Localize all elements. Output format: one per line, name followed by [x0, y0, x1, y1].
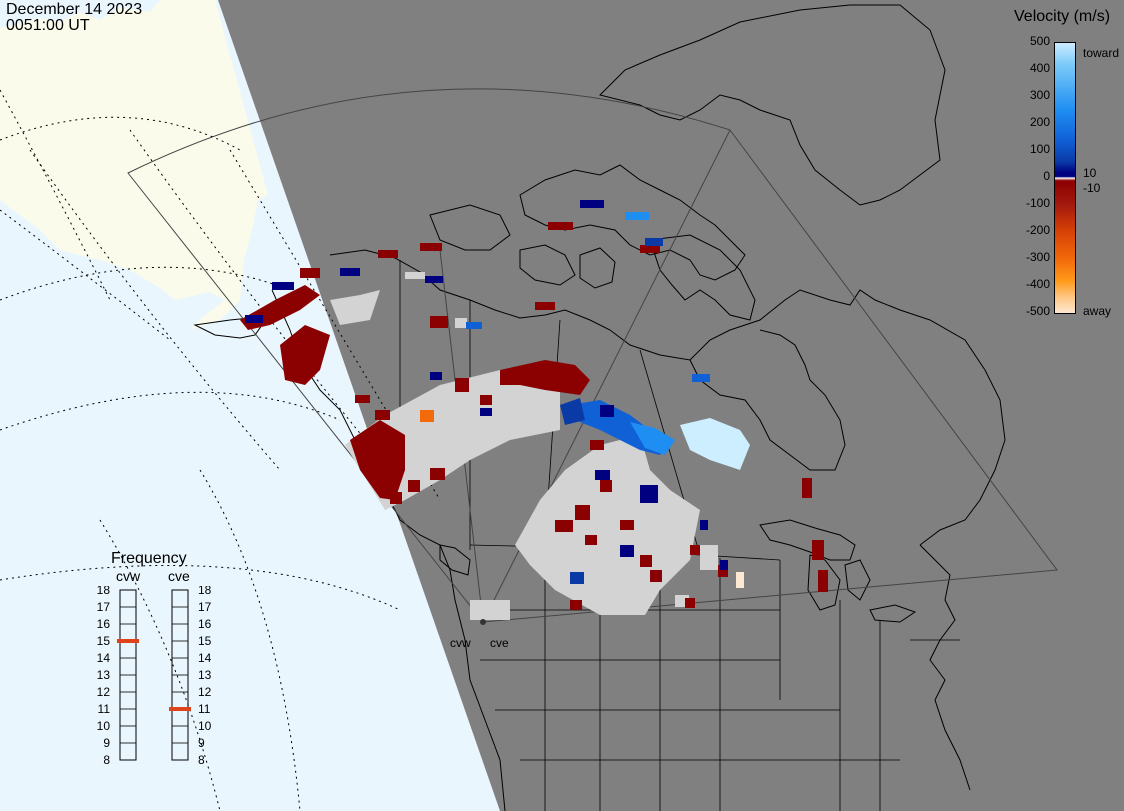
site-label-cve: cve	[490, 636, 509, 650]
vel-label-toward: toward	[1083, 46, 1120, 60]
freq-tick-label: 16	[97, 617, 111, 631]
freq-tick-label: 13	[198, 668, 212, 682]
freq-tick-label: 8	[198, 753, 205, 767]
freq-tick-label: 17	[198, 600, 212, 614]
freq-tick-label: 9	[198, 736, 205, 750]
vel-label-away: away	[1083, 304, 1112, 318]
coastlines	[193, 4, 1006, 811]
vel-tick-100: 100	[1029, 142, 1050, 156]
freq-tick-label: 13	[97, 668, 111, 682]
radar-site-markers	[480, 619, 486, 625]
vel-tick-500: 500	[1029, 34, 1050, 48]
dayside-land-west	[0, 30, 150, 150]
vel-tick-300: 300	[1029, 88, 1050, 102]
vel-tick-0: 0	[1043, 169, 1050, 183]
freq-tick-label: 18	[97, 586, 111, 597]
velocity-away-cells	[240, 222, 828, 610]
frequency-scale: 18 17 16 15 14 13 12 11 10 9 8 18 17 16 15 14 13 12 11 10 9 8	[97, 586, 212, 767]
freq-radar-label-cvw: cvw	[116, 568, 141, 584]
velocity-legend: Velocity (m/s)	[1010, 4, 1124, 324]
velocity-toward-cells	[245, 200, 744, 588]
freq-marker-cve	[169, 707, 191, 711]
vel-tick-neg400: -400	[1025, 277, 1050, 291]
freq-tick-label: 12	[97, 685, 111, 699]
freq-tick-label: 10	[198, 719, 212, 733]
vel-label-neg10: -10	[1083, 181, 1101, 195]
freq-radar-label-cve: cve	[168, 568, 190, 584]
freq-tick-label: 8	[103, 753, 110, 767]
freq-marker-cvw	[117, 639, 139, 643]
nightside-region	[218, 0, 1124, 811]
date-label: December 14 2023	[6, 1, 143, 18]
freq-tick-label: 10	[97, 719, 111, 733]
site-label-cvw: cvw	[450, 636, 471, 650]
freq-tick-label: 14	[97, 651, 111, 665]
freq-tick-label: 12	[198, 685, 212, 699]
freq-tick-label: 15	[97, 634, 111, 648]
freq-tick-label: 9	[103, 736, 110, 750]
time-label: 0051:00 UT	[6, 17, 90, 34]
freq-tick-label: 17	[97, 600, 111, 614]
freq-tick-label: 18	[198, 586, 212, 597]
vel-tick-neg200: -200	[1025, 223, 1050, 237]
freq-tick-label: 14	[198, 651, 212, 665]
lat-lon-grid	[0, 89, 441, 811]
freq-tick-label: 16	[198, 617, 212, 631]
velocity-legend-title: Velocity (m/s)	[1014, 8, 1111, 25]
vel-tick-200: 200	[1029, 115, 1050, 129]
vel-tick-neg100: -100	[1025, 196, 1050, 210]
frequency-legend: Frequency cvw cve 18 17 16 15 14 13 12 11 10 9 8 18…	[86, 548, 226, 773]
vel-tick-neg500: -500	[1025, 304, 1050, 318]
freq-tick-label: 11	[98, 702, 111, 716]
vel-tick-neg300: -300	[1025, 250, 1050, 264]
vel-label-10: 10	[1083, 166, 1097, 180]
vel-tick-400: 400	[1029, 61, 1050, 75]
freq-tick-label: 15	[198, 634, 212, 648]
velocity-colorbar	[1054, 42, 1076, 314]
frequency-legend-title: Frequency	[111, 550, 187, 567]
freq-tick-label: 11	[198, 702, 211, 716]
